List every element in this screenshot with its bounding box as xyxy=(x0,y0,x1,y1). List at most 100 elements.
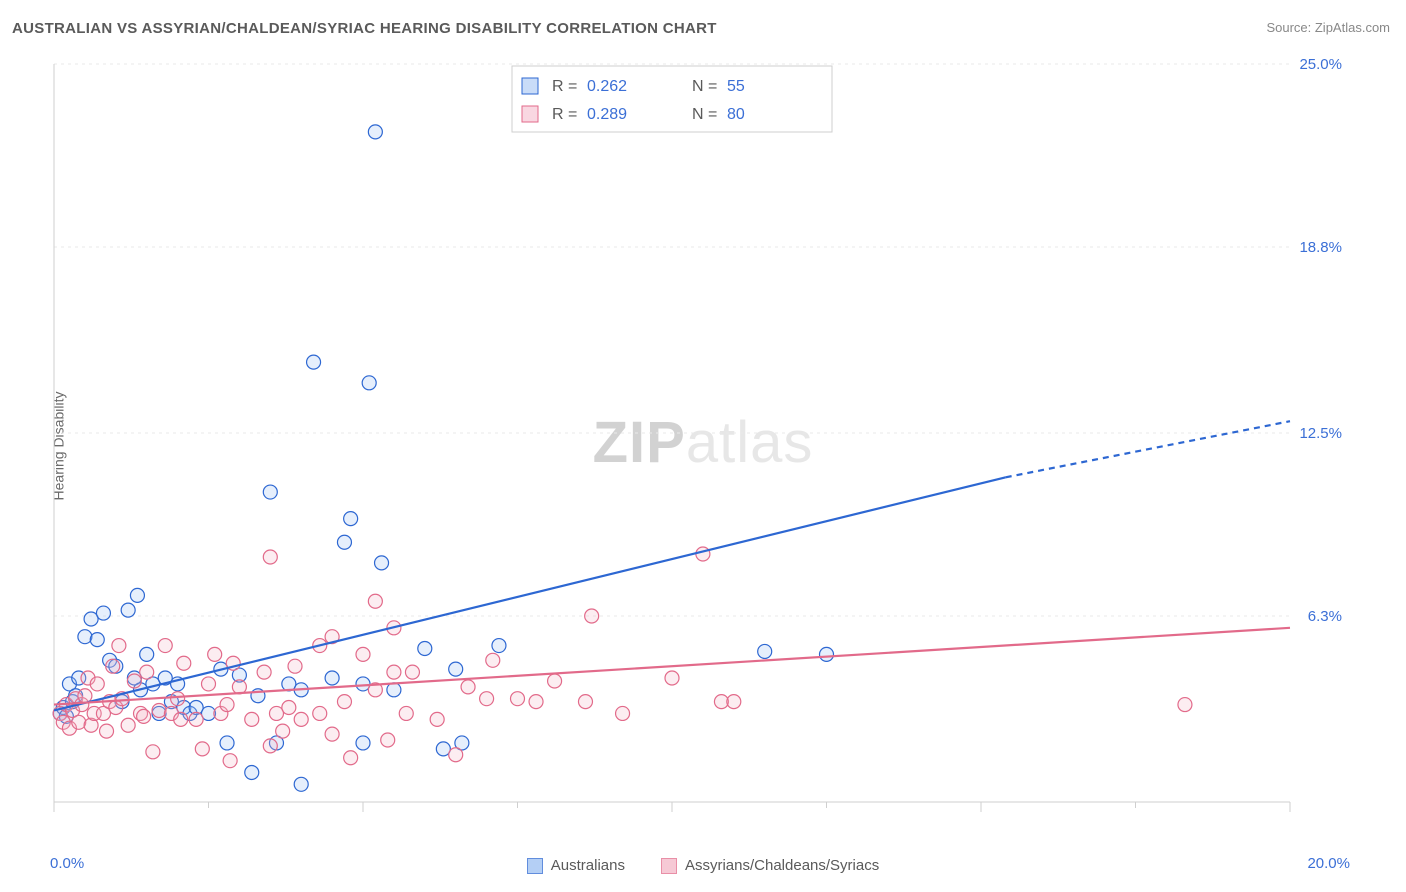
svg-text:55: 55 xyxy=(727,78,745,95)
stats-swatch-assyrians xyxy=(522,106,538,122)
point-australians xyxy=(368,125,382,139)
point-assyrians xyxy=(90,677,104,691)
point-assyrians xyxy=(1178,698,1192,712)
trend-dash-australians xyxy=(1006,421,1290,477)
point-australians xyxy=(307,355,321,369)
point-assyrians xyxy=(174,712,188,726)
point-assyrians xyxy=(223,754,237,768)
legend: Australians Assyrians/Chaldeans/Syriacs xyxy=(0,857,1406,874)
chart-title: AUSTRALIAN VS ASSYRIAN/CHALDEAN/SYRIAC H… xyxy=(12,20,717,37)
svg-text:25.0%: 25.0% xyxy=(1299,58,1342,73)
svg-text:R =: R = xyxy=(552,78,577,95)
point-australians xyxy=(78,630,92,644)
point-assyrians xyxy=(578,695,592,709)
point-australians xyxy=(294,777,308,791)
svg-text:0.289: 0.289 xyxy=(587,106,627,123)
point-assyrians xyxy=(313,706,327,720)
point-assyrians xyxy=(511,692,525,706)
legend-swatch-australians xyxy=(527,858,543,874)
point-assyrians xyxy=(158,639,172,653)
source-label: Source: ZipAtlas.com xyxy=(1266,20,1390,35)
point-australians xyxy=(337,535,351,549)
point-assyrians xyxy=(202,677,216,691)
chart-container: AUSTRALIAN VS ASSYRIAN/CHALDEAN/SYRIAC H… xyxy=(0,0,1406,892)
point-assyrians xyxy=(665,671,679,685)
point-assyrians xyxy=(276,724,290,738)
point-assyrians xyxy=(195,742,209,756)
point-assyrians xyxy=(189,712,203,726)
point-assyrians xyxy=(399,706,413,720)
point-assyrians xyxy=(100,724,114,738)
point-assyrians xyxy=(208,647,222,661)
point-australians xyxy=(492,639,506,653)
point-assyrians xyxy=(294,712,308,726)
point-assyrians xyxy=(177,656,191,670)
point-australians xyxy=(356,736,370,750)
point-australians xyxy=(449,662,463,676)
svg-text:80: 80 xyxy=(727,106,745,123)
point-australians xyxy=(418,641,432,655)
legend-item-australians: Australians xyxy=(527,857,625,874)
svg-text:12.5%: 12.5% xyxy=(1299,425,1342,442)
point-assyrians xyxy=(137,709,151,723)
point-assyrians xyxy=(430,712,444,726)
point-australians xyxy=(130,588,144,602)
svg-text:6.3%: 6.3% xyxy=(1308,608,1342,625)
point-assyrians xyxy=(282,701,296,715)
point-assyrians xyxy=(140,665,154,679)
point-assyrians xyxy=(696,547,710,561)
svg-text:N =: N = xyxy=(692,78,717,95)
scatter-plot: 6.3%12.5%18.8%25.0%R =0.262N =55R =0.289… xyxy=(50,58,1350,838)
stats-swatch-australians xyxy=(522,78,538,94)
point-assyrians xyxy=(727,695,741,709)
point-assyrians xyxy=(585,609,599,623)
point-assyrians xyxy=(344,751,358,765)
svg-text:R =: R = xyxy=(552,106,577,123)
point-australians xyxy=(387,683,401,697)
point-assyrians xyxy=(106,659,120,673)
legend-item-assyrians: Assyrians/Chaldeans/Syriacs xyxy=(661,857,879,874)
point-assyrians xyxy=(72,715,86,729)
point-assyrians xyxy=(529,695,543,709)
point-australians xyxy=(96,606,110,620)
point-assyrians xyxy=(152,703,166,717)
point-assyrians xyxy=(368,594,382,608)
legend-swatch-assyrians xyxy=(661,858,677,874)
point-australians xyxy=(758,644,772,658)
point-assyrians xyxy=(449,748,463,762)
point-assyrians xyxy=(263,550,277,564)
point-australians xyxy=(263,485,277,499)
point-australians xyxy=(140,647,154,661)
point-assyrians xyxy=(325,727,339,741)
point-assyrians xyxy=(356,647,370,661)
point-australians xyxy=(245,765,259,779)
point-australians xyxy=(375,556,389,570)
legend-label-assyrians: Assyrians/Chaldeans/Syriacs xyxy=(685,857,879,874)
point-assyrians xyxy=(171,692,185,706)
point-assyrians xyxy=(480,692,494,706)
point-assyrians xyxy=(486,653,500,667)
svg-text:0.262: 0.262 xyxy=(587,78,627,95)
point-australians xyxy=(220,736,234,750)
legend-label-australians: Australians xyxy=(551,857,625,874)
point-australians xyxy=(362,376,376,390)
point-australians xyxy=(325,671,339,685)
svg-text:N =: N = xyxy=(692,106,717,123)
point-assyrians xyxy=(337,695,351,709)
point-assyrians xyxy=(146,745,160,759)
point-australians xyxy=(820,647,834,661)
point-assyrians xyxy=(127,674,141,688)
point-assyrians xyxy=(548,674,562,688)
point-australians xyxy=(90,633,104,647)
point-assyrians xyxy=(288,659,302,673)
point-assyrians xyxy=(245,712,259,726)
point-assyrians xyxy=(121,718,135,732)
point-assyrians xyxy=(263,739,277,753)
point-assyrians xyxy=(616,706,630,720)
point-australians xyxy=(344,512,358,526)
point-assyrians xyxy=(387,665,401,679)
point-assyrians xyxy=(257,665,271,679)
point-assyrians xyxy=(112,639,126,653)
point-assyrians xyxy=(220,698,234,712)
point-assyrians xyxy=(405,665,419,679)
